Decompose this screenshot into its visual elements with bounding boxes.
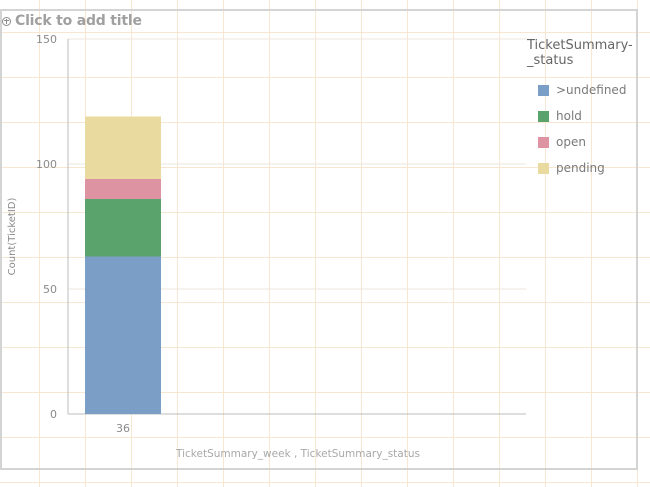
legend-title-line-1: TicketSummary- xyxy=(527,38,633,53)
legend-swatch xyxy=(538,136,549,148)
y-tick-label: 150 xyxy=(36,33,57,46)
legend-label: >undefined xyxy=(556,83,627,97)
legend-label: hold xyxy=(556,109,582,123)
legend-swatch xyxy=(538,162,549,174)
bar-segment xyxy=(85,256,161,414)
legend-swatch xyxy=(538,110,549,122)
bar-segment xyxy=(85,199,161,257)
legend-item-pending[interactable]: pending xyxy=(527,155,639,181)
legend-label: pending xyxy=(556,161,605,175)
bar-segment xyxy=(85,116,161,179)
y-tick-label: 100 xyxy=(36,158,57,171)
legend-item-hold[interactable]: hold xyxy=(527,103,639,129)
y-tick-label: 50 xyxy=(43,283,57,296)
legend-label: open xyxy=(556,135,586,149)
y-tick-label: 0 xyxy=(50,408,57,421)
legend-swatch xyxy=(538,84,549,96)
legend: TicketSummary- _status >undefined hold o… xyxy=(527,38,639,181)
legend-item-undefined[interactable]: >undefined xyxy=(527,77,639,103)
legend-title: TicketSummary- _status xyxy=(527,38,639,68)
chart-title-text: Click to add title xyxy=(15,13,142,29)
x-axis-title: TicketSummary_week , TicketSummary_statu… xyxy=(175,448,420,460)
legend-title-line-2: _status xyxy=(527,53,574,68)
chart-frame xyxy=(0,9,638,470)
x-tick-label: 36 xyxy=(116,422,130,435)
y-axis-title: Count(TicketID) xyxy=(7,198,18,276)
add-circle-icon xyxy=(2,16,11,26)
bar-segment xyxy=(85,179,161,199)
legend-item-open[interactable]: open xyxy=(527,129,639,155)
chart-title-placeholder[interactable]: Click to add title xyxy=(2,11,142,31)
